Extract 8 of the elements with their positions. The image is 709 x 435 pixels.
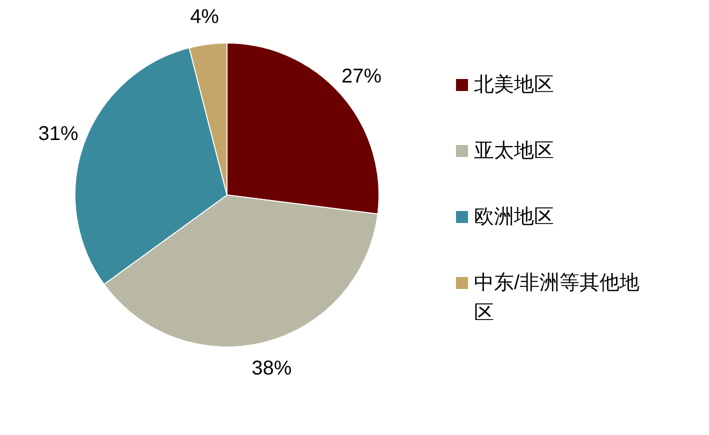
data-label: 27%: [342, 65, 382, 88]
data-label: 31%: [38, 123, 78, 146]
legend-label: 中东/非洲等其他地区: [474, 272, 640, 324]
legend-label: 亚太地区: [474, 140, 554, 162]
data-label: 4%: [190, 6, 220, 28]
data-label: 38%: [252, 358, 292, 380]
legend-label: 欧洲地区: [474, 206, 554, 228]
legend-label: 北美地区: [474, 73, 554, 96]
